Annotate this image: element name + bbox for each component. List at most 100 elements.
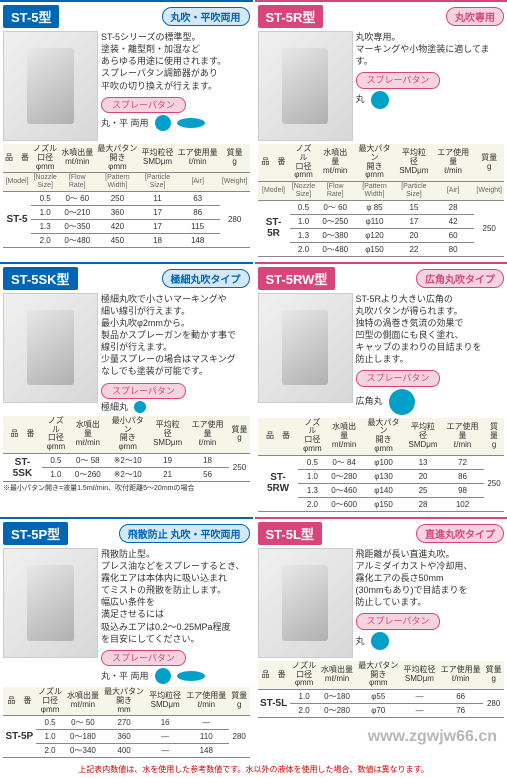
- model-tag: 飛散防止 丸吹・平吹両用: [119, 524, 250, 543]
- product-photo: [3, 31, 98, 141]
- col-header: 品 番: [258, 418, 299, 456]
- cell: 13: [405, 455, 441, 469]
- col-header: 平均粒径SMDμm: [396, 144, 432, 182]
- cell: 250: [95, 191, 139, 205]
- model-name: ST-5SK型: [3, 267, 78, 290]
- cell: 28: [405, 497, 441, 511]
- model-id: ST-5RW: [258, 455, 299, 511]
- col-sub: [Model]: [258, 182, 290, 200]
- cell: —: [147, 730, 184, 744]
- col-header: 平均粒径SMDμm: [150, 416, 186, 454]
- cell: 400: [101, 744, 146, 758]
- spray-pattern: 丸: [356, 91, 505, 109]
- cell: 17: [139, 205, 175, 219]
- cell: φ140: [362, 483, 405, 497]
- col-sub: [Weight]: [474, 182, 504, 200]
- cell: φ55: [356, 690, 401, 704]
- col-header: 質量g: [474, 144, 504, 182]
- cell: 17: [139, 219, 175, 233]
- col-sub: [NozzleSize]: [31, 173, 59, 191]
- cell: 1.0: [42, 468, 70, 482]
- col-header: 質量g: [484, 418, 504, 456]
- col-header: 水噴出量mℓ/min: [70, 416, 106, 454]
- model-tag: 丸吹専用: [446, 7, 504, 26]
- spec-table: 品 番ノズル口径φmm水噴出量mℓ/min最大パタン開きφmm平均粒径SMDμm…: [258, 418, 505, 512]
- cell: 86: [176, 205, 220, 219]
- model-card: ST-5R型 丸吹専用 丸吹専用。マーキングや小物塗装に適してます。 スプレーパ…: [255, 0, 507, 260]
- spec-table: 品 番ノズル口径φmm水噴出量mℓ/min最大パタン開きφmm平均粒径SMDμm…: [258, 661, 505, 718]
- cell: φ150: [353, 242, 396, 256]
- cell: 60: [432, 228, 475, 242]
- product-photo: [3, 548, 98, 658]
- cell: 280: [220, 191, 250, 247]
- cell: —: [147, 744, 184, 758]
- cell: 2.0: [36, 744, 65, 758]
- cell: φ150: [362, 497, 405, 511]
- cell: φ110: [353, 214, 396, 228]
- model-id: ST-5L: [258, 690, 290, 718]
- cell: 21: [150, 468, 186, 482]
- cell: —: [401, 704, 438, 718]
- col-header: 最小パタン開きφmm: [106, 416, 150, 454]
- cell: φ70: [356, 704, 401, 718]
- col-header: 最大パタン開きφmm: [356, 661, 401, 690]
- col-header: 品 番: [258, 144, 290, 182]
- cell: 0～210: [59, 205, 95, 219]
- col-header: 最大パタン開きφmm: [362, 418, 405, 456]
- model-tag: 広角丸吹タイプ: [416, 269, 504, 288]
- cell: 0.5: [42, 454, 70, 468]
- col-sub: [Model]: [3, 173, 31, 191]
- model-card: ST-5L型 直進丸吹タイプ 飛距離が長い直進丸吹。アルミダイカストや冷却用、霧…: [255, 517, 507, 762]
- col-header: ノズル口径φmm: [42, 416, 70, 454]
- model-card: ST-5SK型 極細丸吹タイプ 極細丸吹で小さいマーキングや細い線引が行えます。…: [0, 262, 253, 515]
- col-header: ノズル口径φmm: [36, 687, 65, 716]
- cell: φ100: [362, 455, 405, 469]
- cell: 11: [139, 191, 175, 205]
- col-header: エア使用量ℓ/min: [432, 144, 475, 182]
- col-header: 最大パタン開きφmm: [95, 144, 139, 173]
- col-header: 質量g: [220, 144, 250, 173]
- spec-table: 品 番ノズル口径φmm水噴出量mℓ/min最大パタン開きφmm平均粒径SMDμm…: [3, 144, 250, 248]
- col-sub: [FlowRate]: [317, 182, 353, 200]
- cell: 56: [186, 468, 230, 482]
- cell: 17: [396, 214, 432, 228]
- cell: 1.3: [31, 219, 59, 233]
- cell: 16: [147, 716, 184, 730]
- cell: 0～180: [64, 730, 101, 744]
- col-sub: [NozzleSize]: [290, 182, 318, 200]
- cell: 148: [176, 233, 220, 247]
- cell: 0～260: [70, 468, 106, 482]
- col-header: 品 番: [3, 687, 36, 716]
- col-sub: [PatternWidth]: [353, 182, 396, 200]
- col-header: ノズル口径φmm: [290, 661, 319, 690]
- cell: 0.5: [290, 200, 318, 214]
- description: 極細丸吹で小さいマーキングや細い線引が行えます。最小丸吹φ2mmから。製品かスプ…: [101, 293, 250, 413]
- cell: 66: [438, 690, 483, 704]
- cell: 86: [441, 469, 484, 483]
- spray-pattern: 丸: [356, 632, 505, 650]
- cell: 0～340: [64, 744, 101, 758]
- spray-pattern-label: スプレーパタン: [101, 383, 186, 399]
- cell: 1.0: [298, 469, 326, 483]
- cell: 110: [184, 730, 229, 744]
- col-header: エア使用量ℓ/min: [438, 661, 483, 690]
- cell: 360: [101, 730, 146, 744]
- col-header: 品 番: [3, 416, 42, 454]
- spray-pattern: 丸・平 両用: [101, 115, 250, 131]
- col-header: 平均粒径SMDμm: [147, 687, 184, 716]
- cell: 0～380: [317, 228, 353, 242]
- spray-pattern-label: スプレーパタン: [101, 650, 186, 666]
- cell: ※2～10: [106, 454, 150, 468]
- cell: 80: [432, 242, 475, 256]
- cell: 0.5: [31, 191, 59, 205]
- description: ST-5シリーズの標準型。塗装・離型剤・加湿などあらゆる用途に使用されます。スプ…: [101, 31, 250, 141]
- col-header: ノズル口径φmm: [31, 144, 59, 173]
- cell: —: [401, 690, 438, 704]
- cell: 76: [438, 704, 483, 718]
- spec-table: 品 番ノズル口径φmm水噴出量mℓ/min最大パタン開きmm平均粒径SMDμmエ…: [3, 687, 250, 758]
- cell: 0.5: [298, 455, 326, 469]
- model-name: ST-5P型: [3, 522, 68, 545]
- cell: 0～ 60: [317, 200, 353, 214]
- cell: 18: [139, 233, 175, 247]
- spray-pattern-label: スプレーパタン: [356, 72, 441, 88]
